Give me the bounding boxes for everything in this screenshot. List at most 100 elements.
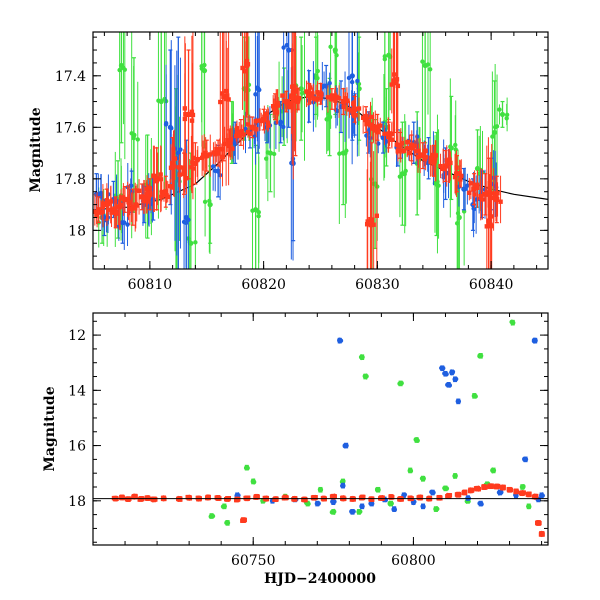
bottom-point [413,437,418,442]
top-point [478,193,483,199]
top-xtick-label: 60840 [469,277,514,293]
top-point [368,122,373,127]
bottom-point [387,501,393,507]
top-point [490,134,495,139]
top-point [374,213,379,218]
top-point [161,191,167,197]
bottom-point [446,494,451,499]
top-point [420,153,426,159]
top-point [491,129,498,136]
bottom-ytick-label: 16 [68,439,86,455]
top-plot-frame [92,31,549,270]
top-point [353,113,358,118]
top-point [143,199,149,204]
bottom-point [474,486,480,491]
top-point [382,54,388,59]
bottom-point [329,510,335,515]
bottom-plot-area [93,313,548,545]
bottom-point [315,501,321,507]
top-point [453,142,458,148]
top-point [108,199,114,204]
bottom-point [494,484,499,489]
top-point [146,194,152,200]
bottom-point [540,493,545,498]
top-point [327,81,332,86]
bottom-point [205,495,211,500]
top-point [495,190,500,196]
top-point [401,148,407,154]
top-point [418,152,423,157]
bottom-point [133,494,138,499]
top-point [415,154,421,160]
top-point [270,104,276,109]
top-point [489,223,494,229]
bottom-point [531,337,537,343]
top-point [266,123,271,128]
bottom-point [540,531,545,536]
top-point [334,94,339,100]
top-point [299,91,305,96]
top-point [220,91,225,96]
top-point [431,160,437,166]
top-point [281,45,286,50]
top-xtick-label: 60830 [355,277,400,293]
bottom-point [292,496,298,502]
top-xtick-label: 60810 [128,277,173,293]
top-point [207,202,213,208]
top-point [141,198,146,203]
bottom-point [251,479,257,485]
top-point [122,67,128,72]
top-point [193,240,198,245]
top-point [375,129,380,135]
top-point [504,116,509,121]
top-point [94,210,100,215]
bottom-point [514,493,519,499]
bottom-point [479,502,484,507]
top-point [183,112,188,117]
top-point [491,195,497,201]
bottom-point [224,520,229,526]
bottom-point [506,487,512,492]
top-point [364,121,369,127]
bottom-point [526,491,531,497]
top-point [325,117,330,122]
top-point [219,147,224,152]
top-point [224,96,229,102]
top-point [265,150,271,155]
top-point [105,201,111,207]
top-point [271,151,277,157]
top-point [112,206,117,211]
top-point [121,196,126,201]
top-point [163,121,169,126]
top-point [192,160,198,166]
top-point [465,183,470,188]
bottom-point [236,497,241,502]
top-point [425,62,431,67]
bottom-point [340,483,346,489]
top-point [202,199,208,205]
top-point [215,150,221,156]
top-point [430,152,435,158]
top-point [131,135,136,141]
bottom-point [473,394,478,399]
top-point [177,172,182,177]
top-point [199,66,205,71]
top-point [250,208,255,213]
top-point [326,111,331,116]
top-point [305,93,311,98]
bottom-point [430,489,436,495]
top-point [195,156,200,162]
top-data-points [93,32,510,269]
top-point [242,69,247,74]
top-point [412,143,417,149]
top-point [336,96,342,101]
bottom-xtick-label: 60800 [391,553,436,569]
top-point [392,72,397,77]
top-point [462,186,468,192]
bottom-point [137,497,142,502]
bottom-point [450,370,455,375]
top-plot-area [93,32,548,269]
top-point [237,133,242,138]
top-point [499,111,506,118]
top-point [147,190,153,196]
